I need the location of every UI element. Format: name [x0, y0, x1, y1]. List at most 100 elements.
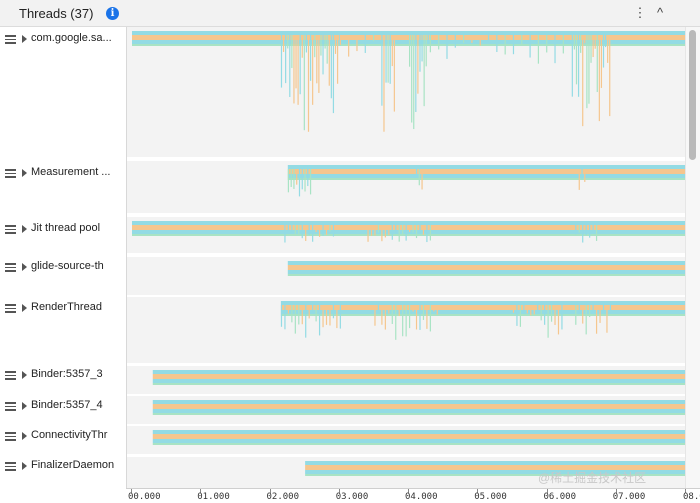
drag-handle-icon[interactable]: [5, 304, 16, 313]
thread-activity-slice: [315, 225, 317, 233]
axis-tick-label: 05.000: [474, 492, 507, 502]
thread-activity-slice: [550, 305, 553, 322]
thread-activity-slice: [594, 35, 596, 49]
thread-activity-slice: [592, 225, 594, 233]
expand-caret-icon[interactable]: [22, 371, 27, 379]
thread-row-label[interactable]: com.google.sa...: [0, 30, 126, 50]
thread-activity-slice: [384, 305, 386, 330]
thread-activity-slice: [287, 169, 290, 193]
thread-activity-slice: [332, 35, 335, 114]
expand-caret-icon[interactable]: [22, 304, 27, 312]
expand-caret-icon[interactable]: [22, 35, 27, 43]
expand-caret-icon[interactable]: [22, 263, 27, 271]
thread-activity-slice: [433, 305, 435, 312]
thread-activity-slice: [584, 35, 586, 44]
thread-activity-slice: [561, 305, 563, 330]
thread-row-label[interactable]: Measurement ...: [0, 164, 126, 184]
thread-activity-slice: [496, 35, 498, 52]
drag-handle-icon[interactable]: [5, 35, 16, 44]
thread-activity-slice: [578, 225, 580, 233]
thread-activity-slice: [336, 305, 338, 329]
thread-activity-slice: [381, 225, 383, 242]
thread-row-label[interactable]: FinalizerDaemon: [0, 457, 126, 477]
thread-tracks[interactable]: [126, 27, 685, 488]
thread-activity-slice: [429, 225, 431, 241]
expand-caret-icon[interactable]: [22, 462, 27, 470]
thread-activity-slice: [600, 35, 603, 88]
thread-label-list: com.google.sa... Measurement ... Jit thr…: [0, 27, 126, 488]
expand-caret-icon[interactable]: [22, 225, 27, 233]
thread-track-canvas[interactable]: [127, 27, 685, 488]
thread-activity-slice: [398, 225, 400, 242]
thread-activity-slice: [314, 35, 316, 58]
threads-header: Threads (37) i ⋮ ^: [0, 0, 700, 27]
drag-handle-icon[interactable]: [5, 432, 16, 441]
expand-caret-icon[interactable]: [22, 432, 27, 440]
thread-state-band: [305, 470, 685, 474]
drag-handle-icon[interactable]: [5, 263, 16, 272]
thread-activity-slice: [575, 305, 577, 325]
thread-name: FinalizerDaemon: [31, 459, 115, 471]
thread-activity-slice: [291, 35, 293, 69]
scrollbar-thumb[interactable]: [689, 30, 696, 160]
drag-handle-icon[interactable]: [5, 169, 16, 178]
drag-handle-icon[interactable]: [5, 402, 16, 411]
thread-name: Binder:5357_4: [31, 399, 103, 411]
thread-state-band: [152, 430, 685, 434]
thread-activity-slice: [415, 35, 417, 113]
thread-activity-slice: [592, 305, 594, 315]
thread-activity-slice: [308, 225, 310, 236]
thread-state-band: [152, 379, 685, 383]
thread-activity-slice: [320, 35, 322, 56]
thread-state-band: [132, 230, 685, 234]
thread-row-label[interactable]: Jit thread pool: [0, 220, 126, 240]
thread-row-label[interactable]: ConnectivityThr: [0, 427, 126, 447]
drag-handle-icon[interactable]: [5, 225, 16, 234]
thread-activity-slice: [589, 305, 591, 318]
thread-activity-slice: [301, 169, 303, 190]
thread-activity-slice: [318, 305, 321, 336]
drag-handle-icon[interactable]: [5, 371, 16, 380]
thread-activity-slice: [326, 35, 328, 64]
thread-state-band: [287, 270, 685, 274]
drag-handle-icon[interactable]: [5, 462, 16, 471]
expand-caret-icon[interactable]: [22, 169, 27, 177]
thread-state-band: [305, 465, 685, 470]
thread-activity-slice: [280, 305, 283, 327]
thread-row-label[interactable]: glide-source-th: [0, 258, 126, 278]
thread-activity-slice: [471, 35, 473, 44]
more-options-icon[interactable]: ⋮: [633, 5, 647, 20]
thread-activity-slice: [374, 305, 376, 326]
thread-activity-slice: [419, 225, 421, 235]
thread-row-label[interactable]: Binder:5357_3: [0, 366, 126, 386]
thread-activity-slice: [592, 35, 594, 58]
collapse-icon[interactable]: ^: [656, 5, 664, 20]
thread-activity-slice: [419, 35, 421, 72]
thread-activity-slice: [339, 35, 341, 46]
thread-activity-slice: [377, 305, 380, 312]
thread-activity-slice: [364, 35, 366, 53]
thread-activity-slice: [287, 35, 289, 49]
vertical-scrollbar[interactable]: [685, 27, 700, 488]
thread-activity-slice: [422, 225, 425, 235]
thread-activity-slice: [537, 35, 540, 64]
thread-activity-slice: [293, 35, 295, 104]
expand-caret-icon[interactable]: [22, 402, 27, 410]
thread-activity-slice: [604, 35, 607, 48]
thread-activity-slice: [391, 35, 393, 67]
thread-state-band: [280, 314, 685, 316]
info-icon[interactable]: i: [106, 7, 119, 20]
thread-activity-slice: [446, 35, 448, 59]
axis-tick-label: 08.0: [683, 492, 700, 502]
thread-activity-slice: [421, 169, 423, 190]
thread-activity-slice: [289, 35, 291, 97]
thread-activity-slice: [385, 35, 387, 83]
thread-row-label[interactable]: RenderThread: [0, 299, 126, 319]
thread-row-label[interactable]: Binder:5357_4: [0, 397, 126, 417]
axis-tick-mark: [131, 489, 132, 493]
thread-state-band: [287, 274, 685, 276]
axis-tick-mark: [685, 489, 686, 493]
thread-activity-slice: [282, 35, 285, 52]
thread-activity-slice: [423, 35, 425, 107]
thread-activity-slice: [325, 305, 328, 325]
